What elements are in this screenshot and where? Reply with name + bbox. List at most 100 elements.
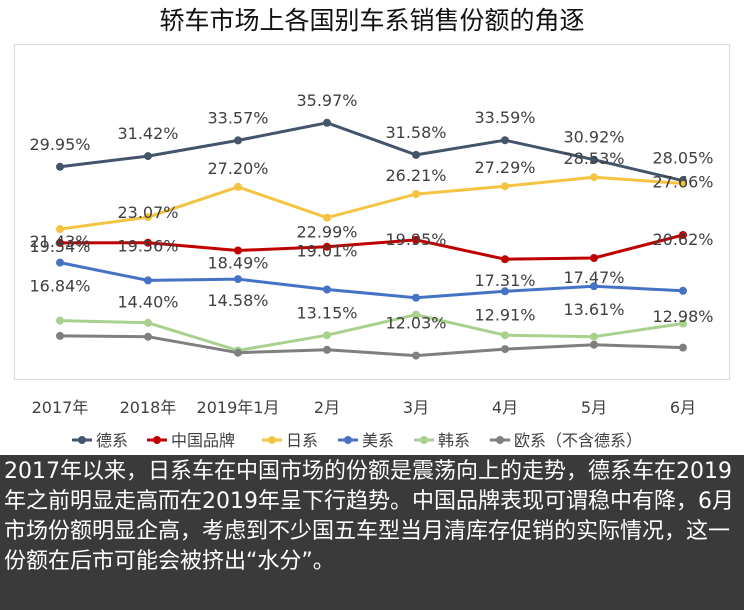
data-label: 12.91% [474, 305, 535, 324]
data-label: 26.21% [385, 166, 446, 185]
data-point [501, 287, 509, 296]
data-point [56, 225, 64, 234]
data-point [679, 179, 687, 188]
data-point [234, 348, 242, 357]
legend-label: 欧系（不含德系） [514, 431, 642, 450]
data-point [590, 254, 598, 262]
data-label: 28.05% [652, 149, 713, 168]
x-tick-label: 3月 [403, 398, 429, 417]
data-label: 12.98% [652, 307, 713, 326]
x-tick-label: 2019年1月 [197, 398, 280, 417]
data-label: 30.92% [563, 128, 624, 147]
data-label: 21.43% [29, 232, 90, 251]
data-point [56, 316, 64, 325]
legend-marker [496, 436, 504, 444]
data-point [144, 238, 152, 247]
data-point [501, 345, 509, 354]
chart-title: 轿车市场上各国别车系销售份额的角逐 [159, 6, 585, 35]
data-point [412, 235, 420, 244]
data-label: 27.66% [652, 173, 713, 192]
data-point [323, 331, 331, 340]
x-tick-label: 4月 [492, 398, 518, 417]
data-point [679, 286, 687, 295]
data-point [590, 340, 598, 349]
caption-text: 2017年以来，日系车在中国市场的份额是震荡向上的走势，德系车在2019年之前明… [0, 455, 744, 610]
series-line-3 [59, 261, 684, 300]
data-label: 27.20% [207, 159, 268, 178]
data-point [323, 285, 331, 294]
data-label: 13.61% [563, 300, 624, 319]
data-point [590, 332, 598, 341]
data-label: 29.95% [29, 135, 90, 154]
data-point [144, 276, 152, 285]
legend-label: 中国品牌 [171, 431, 235, 450]
data-label: 31.58% [385, 123, 446, 142]
data-point [590, 173, 598, 182]
data-point [144, 152, 152, 161]
x-tick-label: 2018年 [120, 398, 177, 417]
data-point [412, 310, 420, 319]
series-line-4 [59, 313, 684, 352]
data-point [323, 213, 331, 222]
series-line-0 [59, 121, 684, 183]
data-point [234, 275, 242, 284]
series-lines [59, 121, 684, 358]
data-label: 19.01% [296, 242, 357, 261]
x-tick-label: 6月 [670, 398, 696, 417]
legend-label: 韩系 [438, 431, 470, 450]
data-label: 12.03% [385, 314, 446, 333]
legend-label: 美系 [362, 431, 394, 450]
data-point [412, 150, 420, 159]
x-axis-ticks: 2017年 2018年 2019年1月 2月 3月 4月 5月 6月 [32, 398, 696, 417]
data-label: 33.59% [474, 108, 535, 127]
data-point [234, 246, 242, 255]
data-point [144, 213, 152, 222]
data-label: 19.54% [29, 237, 90, 256]
data-label: 20.62% [652, 230, 713, 249]
series-line-1 [59, 233, 684, 261]
series-line-2 [59, 175, 684, 231]
legend-marker [78, 436, 86, 444]
data-label: 31.42% [117, 124, 178, 143]
data-label: 14.40% [117, 292, 178, 311]
x-tick-label: 5月 [581, 398, 607, 417]
series-line-5 [59, 334, 684, 358]
legend: 德系 中国品牌 日系 美系 韩系 欧系（不含德系） [72, 431, 642, 450]
data-point [323, 118, 331, 127]
plot-area-frame [14, 44, 730, 380]
data-point [144, 332, 152, 341]
legend-label: 日系 [286, 431, 318, 450]
line-chart: 29.95% 31.42% 33.57% 35.97% 31.58% 33.59% 30.9… [29, 91, 713, 450]
data-label: 19.95% [385, 230, 446, 249]
data-point [56, 162, 64, 171]
data-point [501, 331, 509, 340]
data-point [501, 136, 509, 145]
data-label: 22.99% [296, 223, 357, 242]
data-label: 23.07% [117, 203, 178, 222]
x-tick-label: 2月 [314, 398, 340, 417]
legend-marker [153, 436, 161, 444]
data-point [234, 182, 242, 191]
data-point [323, 345, 331, 354]
data-label: 33.57% [207, 108, 268, 127]
data-point [679, 231, 687, 239]
series-markers [56, 118, 687, 360]
data-point [412, 293, 420, 302]
data-label: 27.29% [474, 158, 535, 177]
data-point [412, 351, 420, 360]
data-point [590, 155, 598, 164]
data-label: 13.15% [296, 304, 357, 323]
x-tick-label: 2017年 [32, 398, 89, 417]
data-point [590, 282, 598, 291]
legend-marker [344, 436, 352, 444]
legend-label: 德系 [96, 431, 128, 450]
data-point [501, 182, 509, 191]
data-label: 35.97% [296, 91, 357, 110]
data-label: 18.49% [207, 254, 268, 273]
data-label: 14.58% [207, 291, 268, 310]
legend-marker [268, 436, 276, 444]
data-point [323, 242, 331, 251]
data-point [56, 331, 64, 340]
data-labels: 29.95% 31.42% 33.57% 35.97% 31.58% 33.59% 30.9… [29, 91, 713, 333]
data-point [56, 258, 64, 267]
